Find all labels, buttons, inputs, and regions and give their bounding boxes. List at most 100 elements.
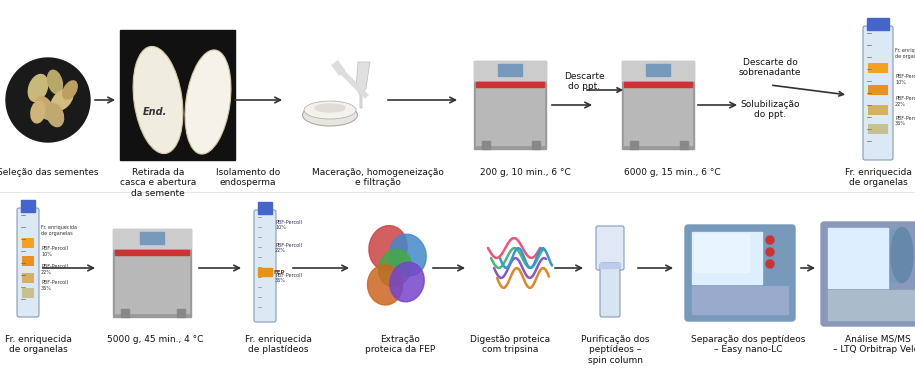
Circle shape bbox=[766, 236, 774, 244]
FancyBboxPatch shape bbox=[600, 263, 620, 317]
Text: PBF-Percoll
22%: PBF-Percoll 22% bbox=[41, 264, 68, 275]
Ellipse shape bbox=[304, 101, 356, 119]
FancyBboxPatch shape bbox=[115, 250, 189, 255]
FancyBboxPatch shape bbox=[828, 290, 915, 320]
Circle shape bbox=[6, 58, 90, 142]
Text: Fr. enriquecida
de organelas: Fr. enriquecida de organelas bbox=[845, 168, 911, 187]
Ellipse shape bbox=[47, 103, 63, 127]
Circle shape bbox=[766, 248, 774, 256]
FancyBboxPatch shape bbox=[177, 309, 185, 317]
Text: Isolamento do
endosperma: Isolamento do endosperma bbox=[216, 168, 280, 187]
Ellipse shape bbox=[891, 227, 913, 282]
FancyBboxPatch shape bbox=[22, 273, 34, 283]
FancyBboxPatch shape bbox=[624, 82, 692, 87]
FancyBboxPatch shape bbox=[680, 141, 688, 149]
Ellipse shape bbox=[303, 104, 358, 126]
Text: Descarte do
sobrenadante: Descarte do sobrenadante bbox=[738, 58, 802, 77]
Ellipse shape bbox=[28, 75, 48, 102]
FancyBboxPatch shape bbox=[474, 61, 546, 83]
Text: Retirada da
casca e abertura
da semente: Retirada da casca e abertura da semente bbox=[120, 168, 196, 198]
FancyBboxPatch shape bbox=[498, 64, 522, 76]
FancyBboxPatch shape bbox=[692, 286, 788, 314]
Ellipse shape bbox=[36, 97, 54, 119]
FancyBboxPatch shape bbox=[476, 86, 544, 146]
FancyBboxPatch shape bbox=[532, 141, 540, 149]
FancyBboxPatch shape bbox=[482, 141, 490, 149]
Text: PBF-Percoll
22%: PBF-Percoll 22% bbox=[895, 96, 915, 107]
Ellipse shape bbox=[63, 81, 77, 99]
Text: Fr. enriquecida
de organelas: Fr. enriquecida de organelas bbox=[895, 48, 915, 59]
FancyBboxPatch shape bbox=[685, 225, 795, 321]
Text: 6000 g, 15 min., 6 °C: 6000 g, 15 min., 6 °C bbox=[624, 168, 720, 177]
Ellipse shape bbox=[369, 226, 407, 270]
FancyBboxPatch shape bbox=[113, 229, 191, 251]
FancyBboxPatch shape bbox=[868, 105, 888, 115]
Text: Análise MS/MS
– LTQ Orbitrap Velos: Análise MS/MS – LTQ Orbitrap Velos bbox=[833, 335, 915, 354]
FancyBboxPatch shape bbox=[646, 64, 670, 76]
Text: PBF-Percoll
36%: PBF-Percoll 36% bbox=[275, 273, 302, 283]
FancyBboxPatch shape bbox=[476, 82, 544, 87]
FancyBboxPatch shape bbox=[474, 61, 546, 80]
FancyBboxPatch shape bbox=[622, 61, 694, 83]
Text: PBF-Percoll
10%: PBF-Percoll 10% bbox=[895, 74, 915, 85]
FancyBboxPatch shape bbox=[890, 230, 904, 282]
Text: 5000 g, 45 min., 4 °C: 5000 g, 45 min., 4 °C bbox=[107, 335, 203, 344]
FancyBboxPatch shape bbox=[254, 210, 276, 322]
FancyBboxPatch shape bbox=[692, 232, 762, 284]
FancyBboxPatch shape bbox=[22, 288, 34, 298]
Ellipse shape bbox=[390, 234, 426, 276]
FancyBboxPatch shape bbox=[258, 202, 272, 214]
FancyBboxPatch shape bbox=[22, 256, 34, 266]
FancyBboxPatch shape bbox=[622, 83, 694, 149]
Text: Seleção das sementes: Seleção das sementes bbox=[0, 168, 99, 177]
FancyBboxPatch shape bbox=[863, 26, 893, 160]
FancyBboxPatch shape bbox=[867, 18, 889, 30]
Ellipse shape bbox=[368, 265, 403, 305]
FancyBboxPatch shape bbox=[115, 254, 189, 313]
FancyBboxPatch shape bbox=[630, 141, 638, 149]
FancyBboxPatch shape bbox=[140, 232, 164, 244]
Ellipse shape bbox=[390, 262, 425, 302]
FancyBboxPatch shape bbox=[113, 251, 191, 317]
Ellipse shape bbox=[133, 46, 183, 153]
Text: 200 g, 10 min., 6 °C: 200 g, 10 min., 6 °C bbox=[479, 168, 570, 177]
Text: Digestão proteica
com tripsina: Digestão proteica com tripsina bbox=[470, 335, 550, 354]
Text: Solubilização
do ppt.: Solubilização do ppt. bbox=[740, 100, 800, 119]
Ellipse shape bbox=[185, 50, 231, 154]
Text: PBF-Percoll
10%: PBF-Percoll 10% bbox=[41, 246, 68, 257]
Text: PBF-Percoll
36%: PBF-Percoll 36% bbox=[41, 280, 68, 291]
Text: Fr. enriquecida
de organelas: Fr. enriquecida de organelas bbox=[41, 226, 77, 236]
Ellipse shape bbox=[379, 249, 412, 287]
FancyBboxPatch shape bbox=[600, 263, 620, 268]
Text: Purificação dos
peptídeos –
spin column: Purificação dos peptídeos – spin column bbox=[581, 335, 650, 365]
Text: PBF-Percoll
22%: PBF-Percoll 22% bbox=[275, 243, 302, 254]
FancyBboxPatch shape bbox=[868, 63, 888, 72]
Ellipse shape bbox=[315, 104, 345, 112]
FancyBboxPatch shape bbox=[120, 30, 235, 160]
Text: PBF-Percoll
10%: PBF-Percoll 10% bbox=[275, 219, 302, 230]
Ellipse shape bbox=[31, 101, 45, 123]
FancyBboxPatch shape bbox=[868, 85, 888, 95]
Text: Descarte
do ppt.: Descarte do ppt. bbox=[564, 72, 604, 91]
Text: Maceração, homogeneização
e filtração: Maceração, homogeneização e filtração bbox=[312, 168, 444, 187]
Ellipse shape bbox=[48, 70, 62, 94]
FancyBboxPatch shape bbox=[828, 228, 888, 288]
FancyBboxPatch shape bbox=[624, 86, 692, 146]
FancyBboxPatch shape bbox=[821, 222, 915, 326]
Text: End.: End. bbox=[143, 107, 167, 117]
FancyBboxPatch shape bbox=[474, 83, 546, 149]
Ellipse shape bbox=[51, 89, 73, 111]
Circle shape bbox=[766, 260, 774, 268]
Text: Separação dos peptídeos
– Easy nano-LC: Separação dos peptídeos – Easy nano-LC bbox=[691, 335, 805, 354]
FancyBboxPatch shape bbox=[121, 309, 129, 317]
Text: Extração
proteica da FEP: Extração proteica da FEP bbox=[365, 335, 436, 354]
FancyBboxPatch shape bbox=[17, 208, 39, 317]
FancyBboxPatch shape bbox=[596, 226, 624, 270]
FancyBboxPatch shape bbox=[258, 268, 272, 276]
FancyBboxPatch shape bbox=[868, 124, 888, 134]
FancyBboxPatch shape bbox=[22, 238, 34, 248]
FancyBboxPatch shape bbox=[21, 200, 35, 212]
Polygon shape bbox=[356, 62, 370, 108]
FancyBboxPatch shape bbox=[113, 229, 191, 248]
FancyBboxPatch shape bbox=[622, 61, 694, 80]
